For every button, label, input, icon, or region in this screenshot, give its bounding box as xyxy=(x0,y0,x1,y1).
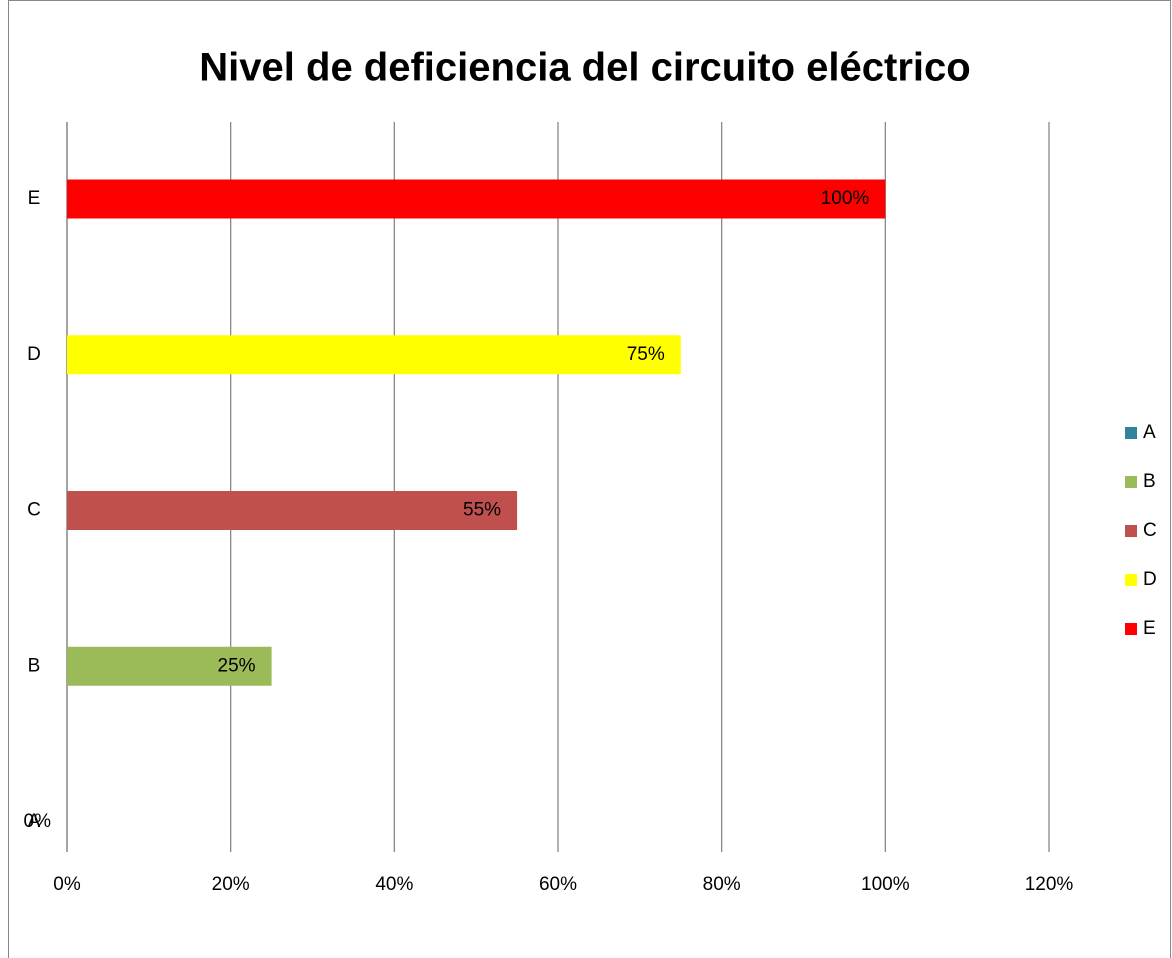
y-tick-label: C xyxy=(27,500,41,521)
data-label: 100% xyxy=(821,188,870,209)
legend-swatch xyxy=(1125,476,1137,488)
chart-border xyxy=(8,0,1171,958)
y-tick-label: E xyxy=(28,188,41,209)
chart-title: Nivel de deficiencia del circuito eléctr… xyxy=(199,46,970,90)
y-tick-label: D xyxy=(27,344,41,365)
legend-swatch xyxy=(1125,427,1137,439)
legend-label: B xyxy=(1143,471,1156,492)
data-label: 0% xyxy=(24,811,52,832)
bar xyxy=(67,335,681,375)
legend-label: C xyxy=(1143,520,1157,541)
legend-label: D xyxy=(1143,569,1157,590)
x-tick-label: 60% xyxy=(539,874,577,895)
x-tick-label: 40% xyxy=(375,874,413,895)
legend-label: E xyxy=(1143,618,1156,639)
bar xyxy=(67,491,518,530)
y-tick-label: A xyxy=(28,811,41,832)
x-tick-label: 100% xyxy=(861,874,910,895)
data-label: 75% xyxy=(627,344,665,365)
x-tick-label: 120% xyxy=(1025,874,1074,895)
legend-swatch xyxy=(1125,623,1137,635)
bar xyxy=(67,646,272,686)
data-label: 55% xyxy=(463,500,501,521)
legend-label: A xyxy=(1143,422,1156,443)
x-tick-label: 20% xyxy=(212,874,250,895)
data-label: 25% xyxy=(218,655,256,676)
bar xyxy=(67,179,886,219)
legend-swatch xyxy=(1125,574,1137,586)
x-tick-label: 0% xyxy=(53,874,81,895)
y-tick-label: B xyxy=(28,655,41,676)
x-tick-label: 80% xyxy=(703,874,741,895)
legend-swatch xyxy=(1125,525,1137,537)
